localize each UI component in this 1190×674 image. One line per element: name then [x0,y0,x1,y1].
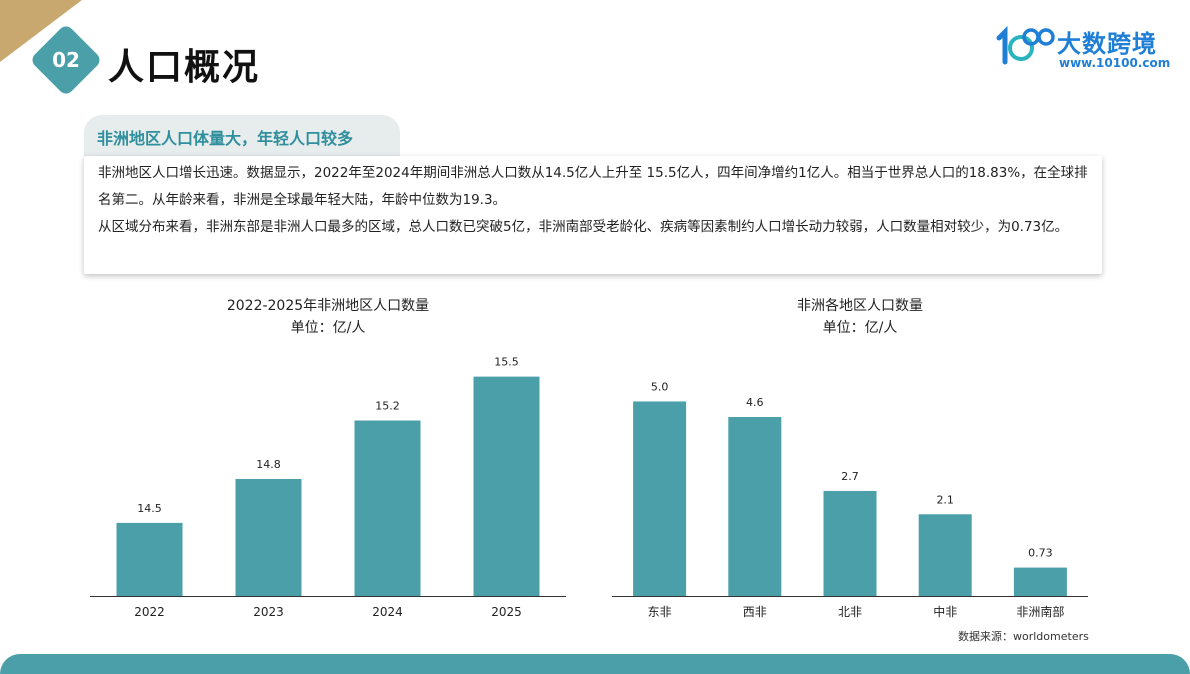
chart1-bar [918,514,972,596]
section-number: 02 [52,48,80,72]
chart1-category-label: 北非 [838,605,862,619]
chart0-category-label: 2024 [372,605,403,619]
chart0-data-label: 14.5 [137,502,162,515]
chart1-bar [1013,567,1067,596]
regional-population-chart: 非洲各地区人口数量 单位：亿/人 5.0 东非 4.6 西非 2.7 北非 2.1 中非 0.73 非… [606,290,1106,630]
logo-mark-icon [996,26,1055,65]
chart1-category-label: 东非 [648,605,672,619]
chart1-data-label: 2.7 [841,470,859,483]
population-trend-chart: 2022-2025年非洲地区人口数量 单位：亿/人 14.5 2022 14.8 2023… [90,290,570,630]
chart1-category-label: 西非 [743,605,767,619]
chart1-category-label: 非洲南部 [1016,604,1064,619]
chart0-category-label: 2025 [491,605,522,619]
data-source: 数据来源：worldometers [958,630,1089,643]
chart0-bar [473,376,540,596]
chart1-data-label: 5.0 [651,380,669,393]
chart0-data-label: 15.5 [494,356,519,369]
chart1-unit: 单位：亿/人 [823,320,898,336]
chart1-data-label: 2.1 [936,493,954,506]
chart1-title: 非洲各地区人口数量 [797,298,923,314]
footer-band [0,654,1190,674]
chart1-data-label: 4.6 [746,396,764,409]
brand-logo: 大数跨境 www.10100.com [995,22,1170,72]
chart0-bar [354,420,421,596]
chart0-category-label: 2022 [134,605,165,619]
page-title: 人口概况 [108,47,261,88]
chart1-bar [823,490,877,596]
chart1-bar [633,401,687,596]
description-paragraph-2: 从区域分布来看，非洲东部是非洲人口最多的区域，总人口数已突破5亿，非洲南部受老龄… [98,219,1069,235]
chart0-unit: 单位：亿/人 [291,320,366,336]
description-paragraph-1: 非洲地区人口增长迅速。数据显示，2022年至2024年期间非洲总人口数从14.5… [98,165,1088,208]
section-subtitle: 非洲地区人口体量大，年轻人口较多 [97,129,354,148]
logo-url: www.10100.com [1059,56,1171,70]
chart0-title: 2022-2025年非洲地区人口数量 [227,298,429,314]
chart1-category-label: 中非 [933,604,957,619]
chart0-data-label: 14.8 [256,458,281,471]
chart1-bar [728,417,782,596]
chart0-bar [235,479,302,596]
chart0-data-label: 15.2 [375,400,400,413]
chart0-bar [116,522,183,596]
chart0-category-label: 2023 [253,605,284,619]
subtitle-tab [84,115,400,157]
logo-name: 大数跨境 [1057,30,1157,58]
description-box: 非洲地区人口增长迅速。数据显示，2022年至2024年期间非洲总人口数从14.5… [84,156,1102,274]
chart1-data-label: 0.73 [1028,547,1053,560]
